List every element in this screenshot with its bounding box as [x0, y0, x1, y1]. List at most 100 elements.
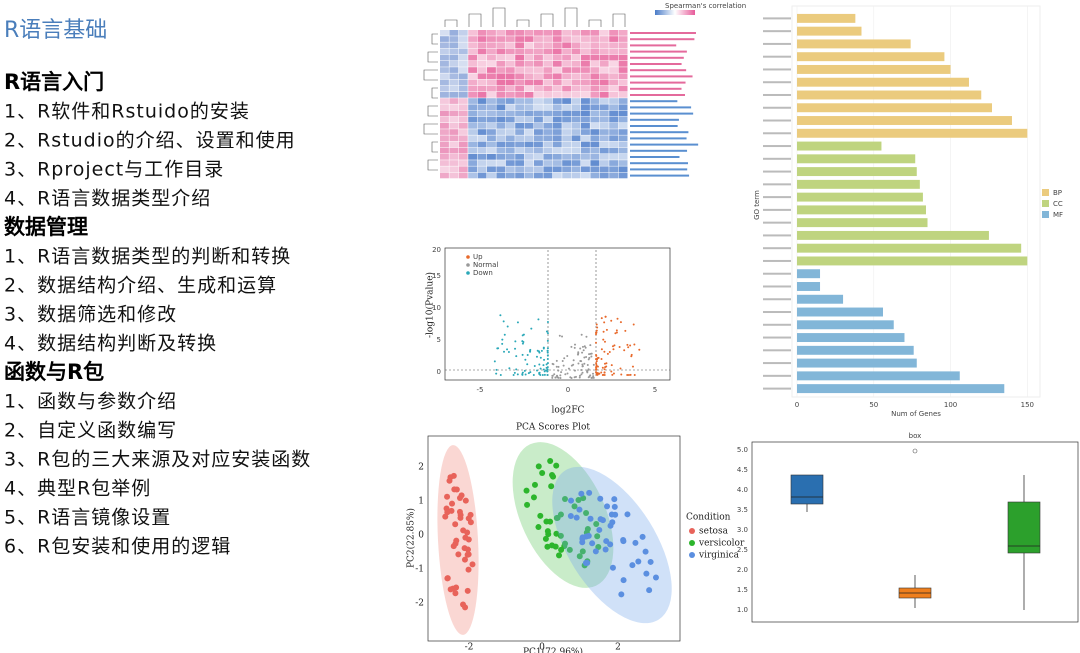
point: [543, 358, 546, 361]
heatmap-cell: [515, 129, 525, 135]
heatmap-cell: [496, 129, 506, 135]
legend-key: [689, 540, 695, 546]
heatmap-cell: [468, 79, 478, 86]
category-label: [763, 42, 791, 45]
heatmap-cell: [618, 54, 628, 61]
bar: [797, 128, 1028, 138]
point: [592, 376, 595, 379]
point: [624, 511, 631, 518]
heatmap-cell: [505, 110, 515, 117]
heatmap-cell: [496, 61, 506, 67]
point: [506, 348, 509, 351]
legend-label: MF: [1053, 211, 1063, 219]
heatmap-cell: [496, 73, 506, 80]
point: [579, 347, 582, 350]
point: [575, 497, 582, 504]
heatmap-cell: [515, 36, 525, 42]
point: [493, 360, 496, 363]
point: [535, 463, 542, 470]
point: [595, 362, 598, 365]
point: [462, 534, 469, 541]
heatmap-cell: [515, 147, 525, 154]
list-item: 6、R包安装和使用的逻辑: [4, 536, 231, 558]
heatmap-cell: [571, 166, 581, 173]
heatmap-cell: [477, 61, 487, 67]
heatmap-cell: [449, 30, 459, 36]
bar: [797, 307, 883, 317]
heatmap-cell: [515, 123, 525, 129]
dendrogram: [431, 141, 438, 153]
heatmap-cell: [618, 166, 628, 173]
point: [596, 326, 599, 329]
heatmap-cell: [590, 147, 600, 154]
category-label: [763, 17, 791, 20]
heatmap-cell: [496, 147, 506, 154]
heatmap-cell: [496, 116, 506, 123]
point: [512, 373, 515, 376]
point: [612, 348, 615, 351]
y-tick-label: 2: [418, 463, 424, 473]
point: [514, 340, 517, 343]
bar: [797, 345, 914, 355]
heatmap-cell: [590, 154, 600, 160]
point: [626, 373, 629, 376]
x-tick-label: 0: [566, 386, 570, 394]
point: [557, 532, 564, 539]
heatmap-cell: [599, 166, 609, 173]
heatmap-cell: [487, 135, 496, 142]
heatmap-cell: [590, 98, 600, 104]
point: [556, 552, 563, 559]
point: [592, 548, 599, 555]
bar: [797, 13, 856, 23]
heatmap-cell: [468, 48, 478, 55]
point: [450, 543, 457, 550]
heatmap-cell: [487, 123, 496, 129]
point: [548, 483, 555, 490]
heatmap-cell: [562, 110, 572, 117]
x-tick-label: 100: [944, 401, 957, 409]
heatmap-cell: [524, 30, 534, 36]
point: [514, 347, 517, 350]
heatmap-cell: [571, 135, 581, 142]
heatmap-cell: [571, 54, 581, 61]
heatmap-cell: [609, 110, 619, 117]
point: [556, 376, 559, 379]
heatmap-cell: [487, 79, 496, 86]
heatmap-cell: [590, 79, 600, 86]
point: [526, 353, 529, 356]
point: [587, 358, 590, 361]
heatmap-cell: [496, 154, 506, 160]
heatmap-cell: [590, 61, 600, 67]
heatmap-cell: [590, 85, 600, 92]
heatmap-cell: [477, 42, 487, 49]
point: [579, 548, 586, 555]
heatmap-cell: [581, 129, 590, 135]
heatmap-cell: [590, 166, 600, 173]
point: [462, 497, 469, 504]
heatmap-cell: [543, 42, 553, 49]
heatmap-cell: [599, 54, 609, 61]
point: [583, 510, 590, 517]
heatmap-cell: [458, 79, 468, 86]
heatmap-cell: [487, 166, 496, 173]
point: [573, 346, 576, 349]
heatmap-cell: [524, 116, 534, 123]
heatmap-cell: [477, 85, 487, 92]
heatmap-cell: [496, 85, 506, 92]
point: [604, 315, 607, 318]
heatmap-cell: [487, 85, 496, 92]
heatmap-cell: [496, 166, 506, 173]
heatmap-cell: [524, 154, 534, 160]
heatmap-cell: [487, 98, 496, 104]
point: [576, 506, 583, 513]
heatmap-cell: [487, 54, 496, 61]
heatmap-cell: [524, 54, 534, 61]
heatmap-cell: [581, 123, 590, 129]
heatmap-cell: [449, 61, 459, 67]
heatmap-cell: [524, 172, 534, 179]
go-bar-chart: 0 50 100 150 Num of Genes GO term BP CC MF: [753, 5, 1063, 418]
heatmap-cell: [618, 79, 628, 86]
x-axis-label: log2FC: [552, 406, 585, 416]
bar: [797, 269, 821, 279]
point: [524, 373, 527, 376]
